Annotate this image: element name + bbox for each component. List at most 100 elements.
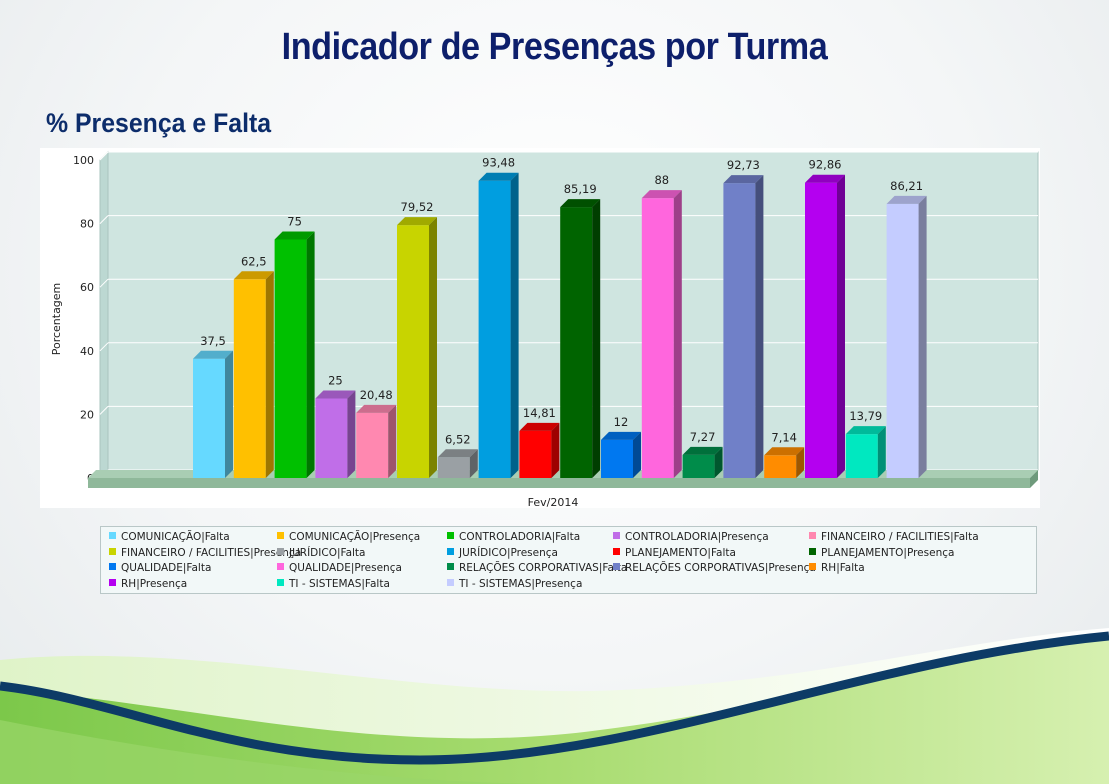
bar-side-12 (673, 190, 682, 478)
bar-5 (356, 412, 389, 478)
bar-12 (641, 198, 674, 478)
bar-side-18 (918, 195, 927, 478)
legend-label: JURÍDICO|Falta (289, 546, 366, 559)
plot-side-wall (99, 150, 109, 480)
legend-label: FINANCEIRO / FACILITIES|Presença (121, 546, 302, 559)
legend-label: JURÍDICO|Presença (459, 546, 558, 559)
bar-top-10 (560, 199, 601, 208)
bar-side-14 (755, 175, 764, 479)
data-label: 88 (654, 173, 669, 187)
bar-9 (519, 430, 552, 478)
legend-item: TI - SISTEMAS|Presença (447, 577, 582, 591)
legend-item: RELAÇÕES CORPORATIVAS|Presença (613, 561, 816, 575)
legend-label: FINANCEIRO / FACILITIES|Falta (821, 531, 979, 543)
gridline-side (99, 215, 109, 224)
bar-15 (764, 455, 797, 478)
bar-1 (193, 358, 225, 478)
data-label: 75 (287, 215, 302, 229)
legend-swatch (109, 563, 116, 570)
bar-3 (274, 239, 307, 478)
legend-swatch (277, 532, 284, 539)
legend-label: COMUNICAÇÃO|Falta (121, 531, 230, 543)
gridline-side (99, 342, 109, 352)
bar-top-18 (886, 195, 927, 204)
legend-item: JURÍDICO|Presença (447, 546, 558, 560)
bar-side-16 (837, 174, 845, 478)
legend-swatch (613, 532, 620, 539)
legend-swatch (447, 578, 454, 586)
legend-swatch (277, 578, 284, 586)
legend-label: RELAÇÕES CORPORATIVAS|Presença (625, 562, 816, 574)
bar-side-9 (551, 422, 560, 478)
legend-swatch (809, 532, 816, 539)
legend-swatch (109, 547, 116, 555)
legend-swatch (447, 547, 454, 555)
legend-item: FINANCEIRO / FACILITIES|Presença (109, 546, 301, 560)
bar-side-10 (592, 199, 601, 478)
bar-side-13 (714, 446, 723, 478)
bar-top-7 (437, 449, 478, 458)
bar-side-3 (306, 231, 315, 478)
data-label: 62,5 (241, 254, 267, 268)
chart-subtitle: % Presença e Falta (46, 108, 272, 138)
legend-swatch (809, 547, 816, 555)
bar-11 (601, 439, 633, 478)
legend-item: QUALIDADE|Falta (109, 561, 211, 575)
legend-label: QUALIDADE|Presença (289, 562, 402, 574)
bar-side-5 (388, 404, 397, 478)
legend-swatch (447, 563, 454, 570)
y-tick-label: 80 (80, 218, 94, 231)
bar-2 (233, 279, 266, 478)
bar-10 (560, 207, 593, 478)
page-title: Indicador de Presenças por Turma (281, 26, 828, 68)
y-tick-label: 60 (80, 281, 94, 294)
bar-side-7 (469, 449, 478, 478)
legend-swatch (277, 563, 284, 570)
data-label: 14,81 (523, 406, 556, 420)
legend-label: RELAÇÕES CORPORATIVAS|Falta (459, 562, 628, 574)
legend-item: PLANEJAMENTO|Presença (809, 546, 954, 560)
bar-side-15 (796, 447, 805, 478)
legend-item: CONTROLADORIA|Falta (447, 530, 580, 544)
gridline-side (99, 406, 109, 415)
bar-side-1 (225, 350, 233, 478)
gridline-side (99, 278, 109, 288)
bar-side-11 (633, 431, 641, 478)
bar-top-15 (764, 447, 805, 456)
legend-label: RH|Falta (821, 562, 865, 574)
bar-14 (723, 183, 756, 478)
legend-item: COMUNICAÇÃO|Presença (277, 530, 420, 544)
bar-side-4 (347, 390, 356, 478)
bar-top-5 (356, 404, 397, 413)
bar-17 (845, 434, 878, 478)
bar-top-11 (601, 431, 641, 440)
bar-top-2 (233, 271, 274, 280)
legend-item: JURÍDICO|Falta (277, 546, 365, 560)
bar-top-12 (641, 190, 682, 199)
y-tick-label: 40 (80, 345, 94, 358)
bar-6 (397, 225, 429, 478)
bar-7 (437, 457, 470, 478)
data-label: 6,52 (445, 432, 471, 446)
legend-label: RH|Presença (121, 577, 188, 590)
data-label: 79,52 (401, 200, 434, 214)
bar-16 (805, 182, 837, 478)
bar-side-6 (429, 217, 437, 478)
data-label: 13,79 (849, 409, 882, 423)
legend-swatch (109, 578, 116, 586)
data-label: 93,48 (482, 156, 515, 170)
legend-item: RELAÇÕES CORPORATIVAS|Falta (447, 561, 627, 575)
chart-floor-side (1030, 470, 1038, 488)
legend-label: PLANEJAMENTO|Falta (625, 546, 736, 559)
legend-label: CONTROLADORIA|Falta (459, 531, 581, 543)
y-tick-label: 100 (73, 154, 94, 167)
data-label: 92,73 (727, 158, 760, 172)
legend-swatch (447, 532, 454, 539)
legend-label: CONTROLADORIA|Presença (625, 531, 769, 543)
y-axis-title: Porcentagem (50, 283, 63, 356)
bar-top-3 (274, 231, 315, 240)
data-label: 92,86 (809, 158, 842, 172)
legend-swatch (809, 563, 816, 570)
data-label: 85,19 (564, 182, 597, 196)
